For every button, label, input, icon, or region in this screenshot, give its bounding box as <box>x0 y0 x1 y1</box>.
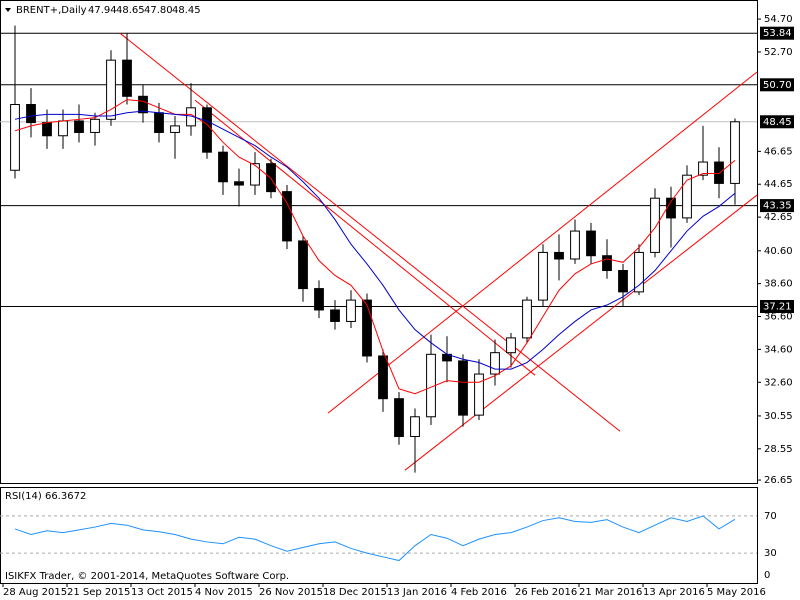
y-tick-label: 36.60 <box>764 312 793 323</box>
x-tick-label: 21 Sep 2015 <box>67 587 130 598</box>
y-tick-label: 46.65 <box>764 146 793 157</box>
trendline <box>404 194 758 471</box>
rsi-line <box>14 515 736 562</box>
candle-body <box>106 59 116 120</box>
level-box <box>760 115 794 129</box>
candle-body <box>250 163 260 186</box>
candle-body <box>10 104 20 171</box>
candle-body <box>170 125 180 133</box>
candle-body <box>122 59 132 97</box>
y-tick-label: 40.60 <box>764 246 793 257</box>
candle-body <box>602 255 612 272</box>
level-box <box>760 26 794 40</box>
rsi-tick-label: 0 <box>764 570 770 581</box>
candle-body <box>74 120 84 133</box>
candle-body <box>490 352 500 375</box>
x-tick-label: 18 Dec 2015 <box>323 587 387 598</box>
y-tick-label: 52.70 <box>764 47 793 58</box>
candle-body <box>698 161 708 176</box>
y-tick-label: 28.55 <box>764 444 793 455</box>
candle-body <box>42 122 52 137</box>
candle-body <box>266 163 276 193</box>
candle-body <box>506 337 516 354</box>
candle-body <box>410 416 420 437</box>
candle-body <box>730 121 740 184</box>
level-label: 43.35 <box>763 201 792 212</box>
header-close: 48.45 <box>172 5 201 16</box>
trendline <box>119 32 621 432</box>
rsi-tick-label: 70 <box>764 511 777 522</box>
candle-body <box>650 197 660 253</box>
level-label: 50.70 <box>763 80 792 91</box>
menu-arrow <box>5 8 11 12</box>
candle-body <box>138 95 148 114</box>
candle-body <box>346 299 356 322</box>
candle-body <box>522 299 532 339</box>
moving-average <box>14 99 736 395</box>
candle-body <box>634 251 644 293</box>
candle-body <box>154 112 164 133</box>
level-label: 48.45 <box>763 117 792 128</box>
footer: ISIKFX Trader, © 2001-2014, MetaQuotes S… <box>5 571 289 582</box>
y-tick-label: 34.60 <box>764 344 793 355</box>
trendline <box>194 99 536 376</box>
candle-body <box>330 309 340 322</box>
candle-body <box>570 230 580 260</box>
candle-body <box>554 251 564 260</box>
candle-body <box>234 181 244 186</box>
header-low: 47.80 <box>144 5 173 16</box>
x-tick-label: 26 Feb 2016 <box>515 587 577 598</box>
rsi-title: RSI(14) 66.3672 <box>5 491 86 502</box>
trendline <box>327 71 758 414</box>
level-box <box>760 299 794 313</box>
candle-body <box>458 360 468 416</box>
y-tick-label: 30.55 <box>764 411 793 422</box>
x-tick-label: 28 Aug 2015 <box>3 587 67 598</box>
candle-body <box>26 104 36 124</box>
rsi-pane <box>0 487 758 584</box>
x-tick-label: 4 Feb 2016 <box>451 587 507 598</box>
x-tick-label: 4 Nov 2015 <box>195 587 253 598</box>
level-label: 53.84 <box>763 28 792 39</box>
candle-body <box>362 299 372 357</box>
candle-body <box>58 120 68 137</box>
y-tick-label: 54.70 <box>764 14 793 25</box>
candle-body <box>282 191 292 242</box>
level-box <box>760 199 794 213</box>
candle-body <box>202 107 212 153</box>
y-tick-label: 38.60 <box>764 279 793 290</box>
candle-body <box>218 151 228 183</box>
rsi-tick-label: 30 <box>764 548 777 559</box>
x-tick-label: 13 Apr 2016 <box>643 587 705 598</box>
y-tick-label: 32.60 <box>764 377 793 388</box>
candle-body <box>378 355 388 400</box>
candle-body <box>682 174 692 219</box>
candle-body <box>618 270 628 293</box>
candle-body <box>314 288 324 311</box>
candle-body <box>714 161 724 184</box>
moving-average <box>14 110 736 370</box>
candle-body <box>298 240 308 290</box>
x-tick-label: 26 Nov 2015 <box>259 587 323 598</box>
symbol-title: BRENT+,Daily <box>16 5 87 16</box>
x-tick-label: 13 Oct 2015 <box>131 587 193 598</box>
header-high: 48.65 <box>116 5 145 16</box>
candle-body <box>538 251 548 301</box>
y-tick-label: 42.65 <box>764 212 793 223</box>
x-tick-label: 13 Jan 2016 <box>387 587 447 598</box>
y-tick-label: 44.65 <box>764 179 793 190</box>
x-tick-label: 21 Mar 2016 <box>579 587 642 598</box>
candle-body <box>474 373 484 416</box>
candle-body <box>394 398 404 437</box>
candle-body <box>90 118 100 133</box>
header-open: 47.94 <box>88 5 117 16</box>
level-box <box>760 78 794 92</box>
candle-body <box>586 230 596 257</box>
x-tick-label: 5 May 2016 <box>707 587 766 598</box>
y-tick-label: 26.65 <box>764 475 793 486</box>
level-label: 37.21 <box>763 301 792 312</box>
price-pane <box>0 0 758 484</box>
